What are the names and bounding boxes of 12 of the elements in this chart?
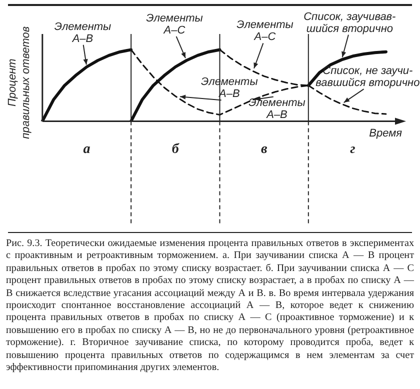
text: Элементы А–С — [146, 12, 203, 37]
text: Элементы А–В — [54, 20, 112, 45]
x-axis-title: Время — [369, 127, 402, 140]
x-tick-label: в — [260, 142, 268, 158]
text: Рис. 9.3. Теоретически ожидаемые изменения процента правильных ответов в экспериментах с проактивным и ретроактивным торможением. а. При заучивании списка А — В процент правильных ответов в пробах по этому списку возрастает. б. При заучивании списка А — С процент правильных ответов в пробах по этому списку возрастает, а в пробах по списку А — В снижается вследствие угасания ассоциаций между А и В. в. Во время интервала удержания происходит спонтанное восстановление ассоциаций А — В, которое ведет к снижению процента правильных ответов в пробах по списку А — С (проактивное торможение) и к повышению его в пробах по списку А — В, но не до первоначального уровня (ретроактивное торможение). г. Вторичное заучивание списка, по которому проводится проба, ведет к повышению процента правильных ответов по содержащимся в нем элементам за счет эффективности припоминания других элементов. — [6, 238, 414, 374]
x-tick-label: а — [83, 142, 90, 158]
text: Список, заучивав- шийся вторично — [304, 10, 396, 35]
annotation: Элементы А–В — [248, 96, 306, 121]
text: Элементы А–С — [236, 19, 294, 44]
y-axis-title: Процент правильных ответов — [6, 26, 32, 139]
x-tick-label: б — [172, 142, 180, 158]
x-tick-label: г — [350, 142, 356, 158]
